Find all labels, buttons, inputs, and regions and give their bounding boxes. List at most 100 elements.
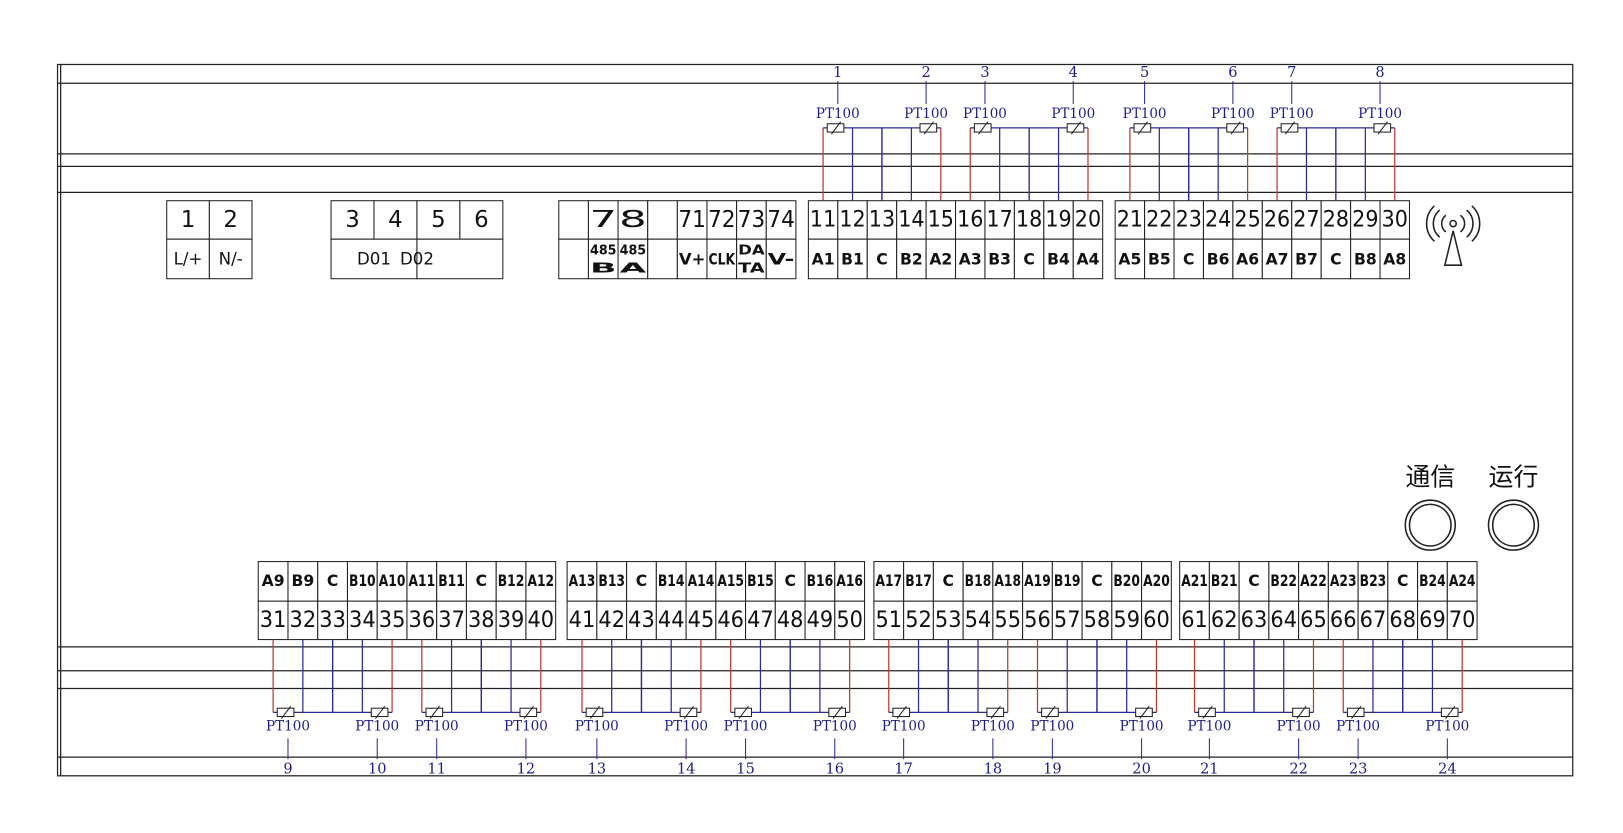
terminal-number: 2: [223, 207, 238, 233]
terminal-cell: [330, 238, 418, 280]
sensor-number: 24: [1438, 761, 1457, 778]
terminal-label: A13: [569, 572, 596, 590]
terminal-label: C: [876, 250, 887, 268]
terminal-label: 485: [620, 243, 647, 259]
resistor-slash: [683, 705, 695, 719]
terminal-cell: [626, 600, 657, 641]
sensor-number: 16: [826, 761, 845, 778]
terminal-label: A17: [875, 572, 902, 590]
terminal-cell: [647, 238, 678, 280]
terminal-label: CLK: [709, 250, 736, 268]
terminal-cell: [1232, 200, 1263, 240]
terminal-cell: [1081, 561, 1113, 602]
sensor-type: PT100: [1211, 106, 1255, 122]
antenna-icon: [1425, 205, 1481, 266]
terminal-label: C: [1091, 572, 1102, 590]
terminal-cell: [745, 600, 776, 641]
terminal-number: 29: [1352, 207, 1378, 232]
sensor-type: PT100: [1358, 106, 1402, 122]
sensor-type: PT100: [724, 718, 768, 734]
terminal-cell: [774, 561, 806, 602]
terminal-number: 15: [928, 207, 954, 232]
resistor-slash: [1351, 705, 1362, 719]
pt100-sensor: 7 PT100: [1270, 64, 1337, 201]
terminal-label: B6: [1207, 250, 1230, 268]
terminal-cell: [706, 238, 738, 280]
terminal-number: 64: [1270, 608, 1297, 633]
terminal-number: 34: [349, 608, 376, 633]
terminal-number: 32: [290, 608, 317, 633]
terminal-cell: [1320, 238, 1352, 280]
terminal-cell: [1268, 561, 1300, 602]
terminal-cell: [566, 561, 598, 602]
terminal-number: 62: [1211, 608, 1238, 633]
terminal-cell: [955, 200, 986, 240]
terminal-cell: [715, 561, 747, 602]
sensor-type: PT100: [1277, 718, 1321, 734]
terminal-label: B18: [965, 572, 992, 590]
terminal-label: A24: [1449, 572, 1476, 590]
sensor-number: 20: [1132, 761, 1151, 778]
terminal-number: 51: [875, 608, 902, 633]
terminal-label: B19: [1054, 572, 1081, 590]
sensor-number: 17: [894, 761, 913, 778]
terminal-label: V+: [679, 250, 706, 268]
terminal-label: B7: [1295, 250, 1318, 268]
terminal-cell: [984, 238, 1015, 280]
terminal-number: 42: [598, 608, 625, 633]
terminal-label: A7: [1266, 250, 1289, 268]
terminal-number: 16: [957, 207, 983, 232]
enclosure: [56, 63, 1574, 777]
terminal-cell: [1022, 561, 1053, 602]
terminal-cell: [1232, 238, 1263, 280]
terminal-number: 7: [589, 207, 617, 233]
resistor-slash: [1045, 705, 1056, 719]
terminal-cell: [1208, 561, 1240, 602]
terminal-label: TA: [738, 260, 765, 276]
terminal-number: 49: [807, 608, 834, 633]
terminal-number: 65: [1300, 608, 1327, 633]
sensor-number: 8: [1375, 64, 1384, 81]
pt100-sensor: 24 PT100: [1402, 639, 1469, 778]
terminal-label: B3: [988, 250, 1011, 268]
pt100-sensor: 3 PT100: [963, 64, 1030, 201]
terminal-cell: [1173, 200, 1204, 240]
resistor-slash: [990, 705, 1001, 719]
pt100-sensor: 1 PT100: [816, 64, 883, 201]
terminal-cell: [1179, 600, 1210, 641]
terminal-cell: [1173, 238, 1204, 280]
terminal-number: 71: [678, 207, 706, 233]
sensor-number: 10: [368, 761, 387, 778]
terminal-cell: [834, 561, 866, 602]
terminal-cell: [1114, 238, 1146, 280]
terminal-label: A: [620, 260, 648, 276]
terminal-number: 39: [498, 608, 525, 633]
sensor-number: 21: [1200, 761, 1219, 778]
sensor-number: 7: [1287, 64, 1296, 81]
sensor-number: 12: [517, 761, 536, 778]
terminal-label: D01: [357, 249, 391, 268]
terminal-cell: [834, 600, 866, 641]
terminal-number: 67: [1360, 608, 1387, 633]
sensor-number: 3: [980, 64, 989, 81]
terminal-number: 12: [839, 207, 865, 232]
terminal-cell: [837, 200, 868, 240]
terminal-number: 48: [777, 608, 804, 633]
terminal-label: A2: [929, 250, 952, 268]
terminal-number: 8: [619, 207, 647, 233]
terminal-number: 57: [1054, 608, 1081, 633]
terminal-cell: [925, 238, 957, 280]
terminal-number: 25: [1234, 207, 1260, 232]
sensor-type: PT100: [1030, 718, 1074, 734]
sensor-type: PT100: [971, 718, 1015, 734]
pt100-sensor: 5 PT100: [1123, 64, 1190, 201]
resistor-slash: [738, 705, 749, 719]
terminal-label: A12: [527, 572, 554, 590]
terminal-number: 68: [1389, 608, 1416, 633]
terminal-number: 44: [658, 608, 685, 633]
resistor-slash: [1137, 121, 1148, 135]
terminal-cell: [765, 238, 797, 280]
terminal-cell: [932, 561, 964, 602]
terminal-label: C: [636, 572, 647, 590]
terminal-number: 50: [836, 608, 863, 633]
